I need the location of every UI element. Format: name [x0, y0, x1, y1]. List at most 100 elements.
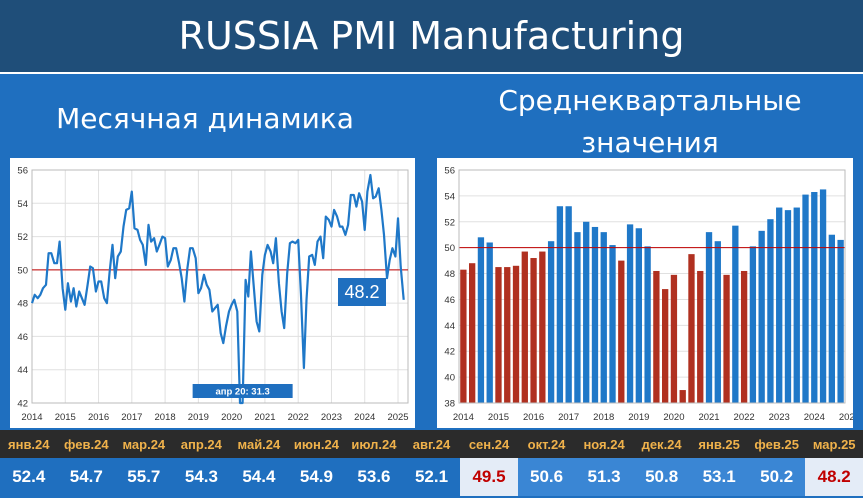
- table-header-cell: янв.24: [8, 436, 50, 452]
- table-value-cell: 50.2: [747, 458, 806, 496]
- table-values-row: 52.4 54.7 55.7 54.3 54.4 54.9 53.6 52.1 49.5 50.6…: [0, 458, 863, 496]
- y-tick-label: 48: [444, 269, 455, 280]
- x-tick-label: 2022: [734, 412, 755, 423]
- quarterly-bar: [802, 194, 809, 403]
- x-tick-label: 2017: [558, 412, 579, 423]
- table-value-cell: 54.9: [299, 467, 333, 486]
- y-tick-label: 54: [17, 199, 28, 210]
- x-tick-label: 2023: [321, 412, 342, 423]
- x-tick-label: 2016: [523, 412, 544, 423]
- x-tick-label: 2022: [288, 412, 309, 423]
- quarterly-bar-chart: 38 40 42 44 46 48 50 52 54 56 2014 2015 2016 2017 2018…: [437, 158, 860, 428]
- table-value-cell: 54.3: [184, 467, 218, 486]
- x-tick-label: 2024: [354, 412, 375, 423]
- y-tick-label: 44: [444, 321, 455, 332]
- quarterly-bar: [618, 260, 625, 403]
- plot-frame: [31, 169, 409, 404]
- quarterly-bar: [530, 258, 537, 403]
- y-tick-label: 50: [444, 243, 455, 254]
- quarterly-bar: [583, 221, 590, 403]
- quarterly-bar: [477, 237, 485, 403]
- table-value-cell: 54.7: [69, 467, 103, 486]
- x-tick-label: 2016: [88, 412, 109, 423]
- quarterly-bar: [828, 234, 835, 403]
- quarterly-bar: [758, 230, 765, 403]
- y-tick-label: 54: [444, 191, 455, 202]
- x-tick-label: 2014: [21, 412, 42, 423]
- quarterly-bar: [547, 241, 555, 403]
- y-tick-label: 56: [444, 166, 455, 177]
- y-tick-label: 42: [444, 347, 455, 358]
- min-label-box: [192, 384, 293, 398]
- quarterly-bar: [688, 254, 695, 403]
- y-tick-label: 44: [17, 365, 28, 376]
- quarterly-bar: [600, 232, 607, 403]
- quarterly-bar: [512, 265, 520, 403]
- x-tick-label: 2015: [488, 412, 509, 423]
- quarterly-bar: [740, 270, 748, 403]
- quarterly-bar: [705, 232, 713, 403]
- table-header-row: янв.24 фев.24 мар.24 апр.24 май.24 июн.24 июл.…: [0, 430, 863, 458]
- quarterly-bar: [626, 224, 634, 403]
- quarterly-bar: [732, 225, 739, 403]
- monthly-line-chart: 2014 2015 2016 2017 2018 2019 2020 2021 2022 2023…: [10, 158, 415, 428]
- quarterly-bar: [504, 267, 511, 403]
- x-tick-label: 2025: [839, 412, 853, 423]
- page-title: RUSSIA PMI Manufacturing: [178, 14, 685, 58]
- table-value-cell: 50.6: [517, 458, 576, 496]
- quarterly-bar: [591, 226, 599, 403]
- quarterly-bar: [679, 390, 686, 403]
- quarterly-bar: [784, 210, 792, 403]
- quarterly-bar: [495, 267, 502, 403]
- table-header-cell: окт.24: [527, 436, 566, 452]
- quarterly-bar: [521, 251, 528, 403]
- table-header-cell: авг.24: [412, 436, 451, 452]
- quarterly-bar: [837, 239, 844, 403]
- x-tick-label: 2024: [804, 412, 825, 423]
- quarterly-bar: [714, 241, 721, 403]
- table-header-cell: фев.24: [64, 436, 109, 452]
- quarterly-bar: [793, 207, 800, 403]
- quarterly-bar: [486, 242, 493, 403]
- quarterly-bar: [811, 192, 818, 403]
- y-tick-label: 52: [17, 232, 28, 243]
- x-tick-label: 2025: [387, 412, 408, 423]
- y-tick-label: 46: [444, 295, 455, 306]
- title-bar: RUSSIA PMI Manufacturing: [0, 0, 863, 74]
- right-heading-line1: Среднеквартальные: [498, 84, 802, 117]
- table-value-cell: 52.1: [414, 467, 449, 486]
- y-tick-label: 56: [17, 166, 28, 177]
- table-header-cell: июл.24: [351, 436, 397, 452]
- quarterly-bar: [635, 228, 642, 403]
- quarterly-bar-svg: 38 40 42 44 46 48 50 52 54 56 2014 2015 2016 2017 2018…: [444, 166, 860, 424]
- x-tick-label: 2020: [221, 412, 242, 423]
- table-header-cell: апр.24: [180, 436, 222, 452]
- table-header-cell: фев.25: [754, 436, 799, 452]
- table-value-cell: 55.7: [127, 467, 161, 486]
- table-value-cell: 53.6: [357, 467, 391, 486]
- table-value-cell: 52.4: [12, 467, 46, 486]
- x-tick-label: 2023: [769, 412, 790, 423]
- y-tick-label: 42: [17, 399, 28, 410]
- x-tick-label: 2018: [593, 412, 614, 423]
- table-header-cell: июн.24: [293, 436, 339, 452]
- pmi-series-line: [30, 173, 405, 405]
- right-heading-line2: значения: [581, 126, 719, 159]
- table-value-cell: 48.2: [805, 458, 863, 496]
- quarterly-bar: [609, 245, 616, 403]
- plot-frame: [458, 169, 846, 404]
- table-header-cell: дек.24: [641, 436, 682, 452]
- quarterly-bar: [574, 232, 581, 403]
- quarterly-bar: [556, 206, 564, 403]
- table-value-cell: 54.4: [242, 467, 276, 486]
- x-tick-label: 2019: [628, 412, 649, 423]
- quarterly-bar: [819, 189, 827, 403]
- monthly-line-svg: 2014 2015 2016 2017 2018 2019 2020 2021 2022 2023…: [17, 166, 409, 424]
- x-tick-label: 2014: [453, 412, 474, 423]
- quarterly-bar: [460, 269, 467, 403]
- x-tick-label: 2020: [663, 412, 684, 423]
- table-header-cell: май.24: [237, 436, 281, 452]
- quarterly-bar: [565, 206, 572, 403]
- table-value-cell: 50.8: [632, 458, 691, 496]
- quarterly-bar: [670, 274, 678, 403]
